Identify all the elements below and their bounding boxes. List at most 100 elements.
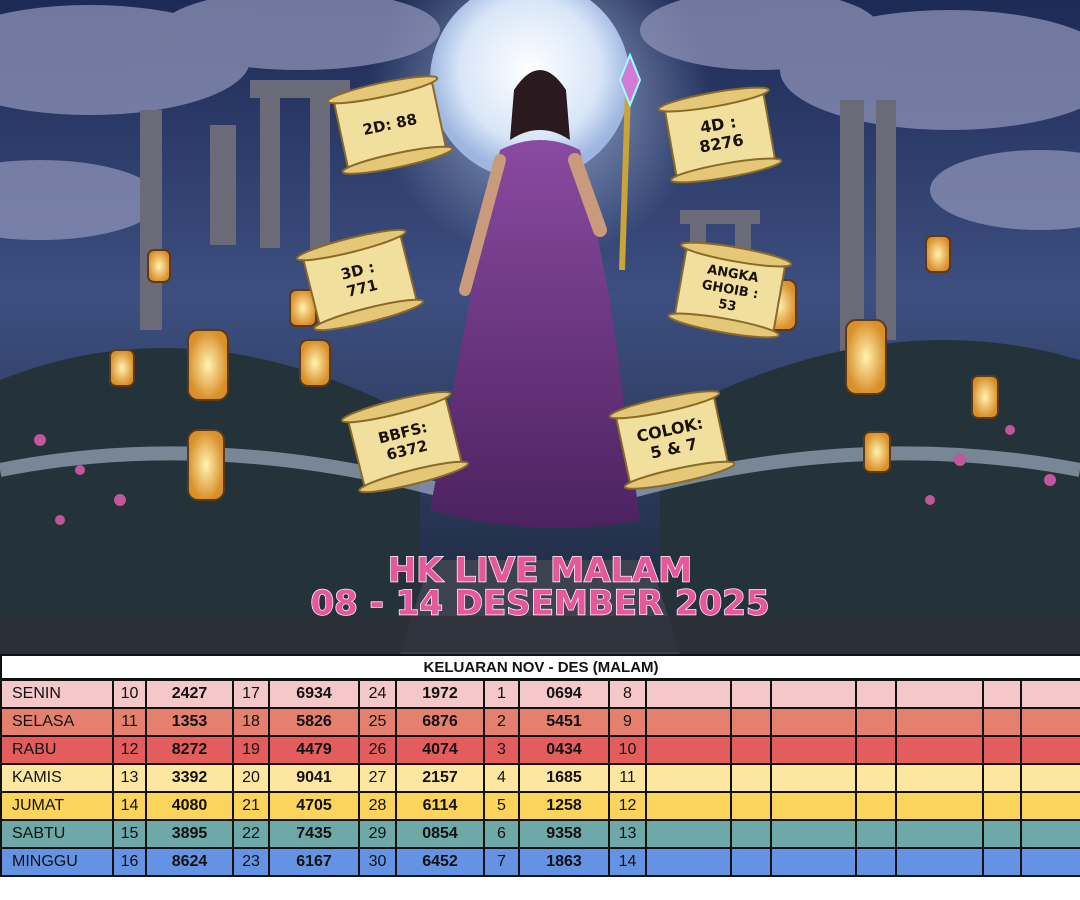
wall xyxy=(0,616,1080,652)
date-cell: 28 xyxy=(358,791,397,821)
empty-cell xyxy=(645,735,732,765)
result-cell: 4074 xyxy=(395,735,485,765)
empty-cell xyxy=(730,847,772,877)
result-cell: 8624 xyxy=(145,847,234,877)
table-row: JUMAT 14 4080 21 4705 28 6114 5 1258 12 xyxy=(0,791,1080,821)
result-cell: 6452 xyxy=(395,847,485,877)
table-row: KAMIS 13 3392 20 9041 27 2157 4 1685 11 xyxy=(0,763,1080,793)
scroll-text: 53 xyxy=(717,297,737,315)
result-cell: 1685 xyxy=(518,763,610,793)
result-cell: 6167 xyxy=(268,847,360,877)
result-cell: 6934 xyxy=(268,678,360,709)
table-row: SENIN 10 2427 17 6934 24 1972 1 0694 8 xyxy=(0,678,1080,709)
result-cell: 3392 xyxy=(145,763,234,793)
scroll-roll xyxy=(657,86,770,113)
table-title: KELUARAN NOV - DES (MALAM) xyxy=(0,654,1080,681)
scroll-roll xyxy=(341,145,454,175)
empty-cell xyxy=(855,678,897,709)
day-cell: KAMIS xyxy=(0,763,114,793)
day-cell: JUMAT xyxy=(0,791,114,821)
empty-cell xyxy=(855,735,897,765)
table-row: SELASA 11 1353 18 5826 25 6876 2 5451 9 xyxy=(0,707,1080,737)
day-cell: RABU xyxy=(0,735,114,765)
result-cell: 5451 xyxy=(518,707,610,737)
empty-cell xyxy=(895,763,984,793)
date-cell: 8 xyxy=(608,678,647,709)
empty-cell xyxy=(730,763,772,793)
result-cell: 9358 xyxy=(518,819,610,849)
scroll: BBFS:6372 xyxy=(340,390,470,494)
date-cell: 3 xyxy=(483,735,520,765)
scroll: 2D: 88 xyxy=(326,75,454,175)
date-cell: 15 xyxy=(112,819,147,849)
date-cell: 17 xyxy=(232,678,270,709)
scroll-roll xyxy=(295,228,407,262)
date-cell: 22 xyxy=(232,819,270,849)
date-cell: 20 xyxy=(232,763,270,793)
empty-cell xyxy=(1019,707,1080,737)
result-cell: 1353 xyxy=(145,707,234,737)
empty-cell xyxy=(770,678,857,709)
empty-cell xyxy=(982,819,1022,849)
empty-cell xyxy=(895,678,984,709)
result-cell: 1863 xyxy=(518,847,610,877)
result-cell: 1972 xyxy=(395,678,485,709)
empty-cell xyxy=(645,847,732,877)
date-cell: 12 xyxy=(608,791,647,821)
date-cell: 24 xyxy=(358,678,397,709)
empty-cell xyxy=(895,735,984,765)
poster-title: HK LIVE MALAM xyxy=(388,551,692,591)
date-cell: 30 xyxy=(358,847,397,877)
empty-cell xyxy=(770,763,857,793)
scroll-roll xyxy=(313,298,425,332)
date-cell: 25 xyxy=(358,707,397,737)
date-cell: 27 xyxy=(358,763,397,793)
empty-cell xyxy=(895,847,984,877)
scroll-roll xyxy=(326,75,439,105)
ruins xyxy=(140,80,896,360)
scroll: COLOK:5 & 7 xyxy=(608,390,736,490)
hill-right xyxy=(660,340,1080,654)
scroll-roll xyxy=(358,460,470,494)
goddess xyxy=(430,52,642,528)
empty-cell xyxy=(730,678,772,709)
empty-cell xyxy=(1019,735,1080,765)
empty-cell xyxy=(1019,791,1080,821)
empty-cell xyxy=(1019,819,1080,849)
date-cell: 16 xyxy=(112,847,147,877)
date-cell: 19 xyxy=(232,735,270,765)
table-row: MINGGU 16 8624 23 6167 30 6452 7 1863 14 xyxy=(0,847,1080,877)
result-cell: 6876 xyxy=(395,707,485,737)
empty-cell xyxy=(895,819,984,849)
date-cell: 2 xyxy=(483,707,520,737)
date-cell: 5 xyxy=(483,791,520,821)
result-cell: 4705 xyxy=(268,791,360,821)
result-cell: 8272 xyxy=(145,735,234,765)
empty-cell xyxy=(855,763,897,793)
scroll-roll xyxy=(623,460,736,490)
empty-cell xyxy=(895,791,984,821)
empty-cell xyxy=(982,763,1022,793)
day-cell: MINGGU xyxy=(0,847,114,877)
date-cell: 29 xyxy=(358,819,397,849)
result-cell: 4479 xyxy=(268,735,360,765)
empty-cell xyxy=(645,763,732,793)
day-cell: SENIN xyxy=(0,678,114,709)
table-row: SABTU 15 3895 22 7435 29 0854 6 9358 13 xyxy=(0,819,1080,849)
empty-cell xyxy=(855,819,897,849)
empty-cell xyxy=(1019,847,1080,877)
result-cell: 4080 xyxy=(145,791,234,821)
result-cell: 3895 xyxy=(145,819,234,849)
empty-cell xyxy=(645,707,732,737)
results-table: KELUARAN NOV - DES (MALAM) SENIN 10 24 27 17… xyxy=(0,654,1080,877)
date-cell: 12 xyxy=(112,735,147,765)
result-cell: 5826 xyxy=(268,707,360,737)
empty-cell xyxy=(770,707,857,737)
date-cell: 11 xyxy=(608,763,647,793)
date-cell: 1 xyxy=(483,678,520,709)
date-cell: 10 xyxy=(608,735,647,765)
empty-cell xyxy=(770,791,857,821)
date-cell: 21 xyxy=(232,791,270,821)
